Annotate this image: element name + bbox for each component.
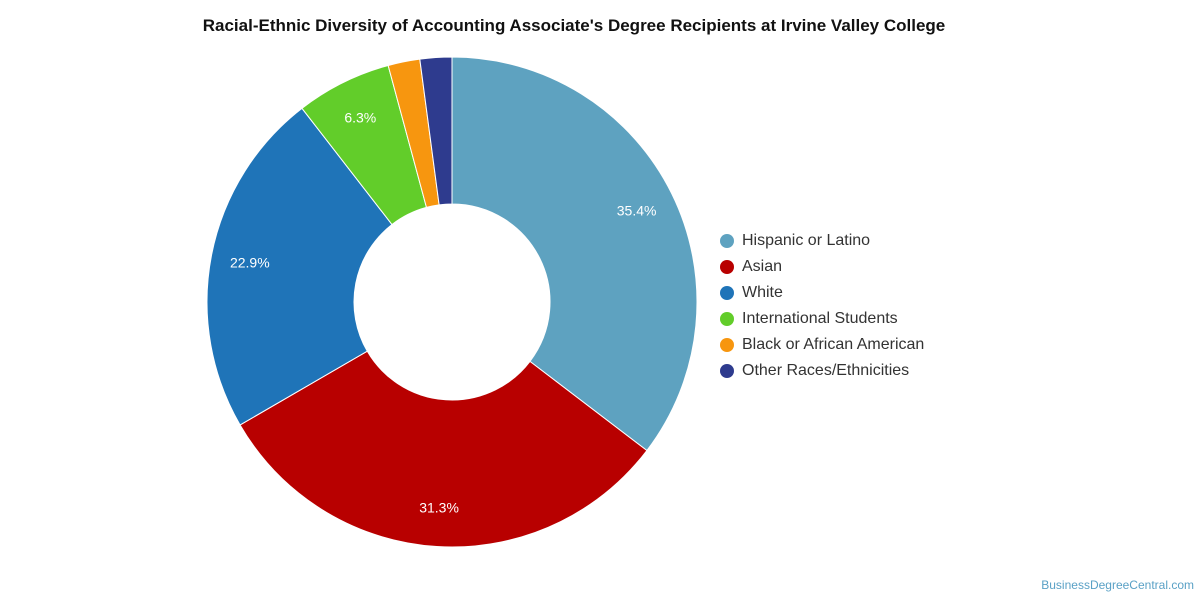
legend-swatch-0 [720, 234, 734, 248]
slice-data-label-1: 31.3% [419, 500, 459, 516]
donut-slice-5[interactable] [419, 56, 453, 206]
slice-data-label-3: 6.3% [344, 110, 376, 126]
legend-item-0[interactable]: Hispanic or Latino [720, 228, 924, 254]
donut-slice-0[interactable] [451, 56, 698, 452]
legend-swatch-1 [720, 260, 734, 274]
donut-slice-2[interactable] [206, 107, 393, 426]
legend-label-1: Asian [742, 258, 783, 275]
legend-label-5: Other Races/Ethnicities [742, 362, 910, 379]
legend-label-0: Hispanic or Latino [742, 232, 871, 249]
legend-label-3: International Students [742, 310, 898, 327]
legend-item-3[interactable]: International Students [720, 306, 924, 332]
slice-data-label-2: 22.9% [230, 254, 270, 270]
legend-label-2: White [742, 284, 783, 301]
legend-swatch-2 [720, 286, 734, 300]
watermark[interactable]: BusinessDegreeCentral.com [1041, 578, 1194, 592]
legend-swatch-4 [720, 338, 734, 352]
legend-swatch-5 [720, 364, 734, 378]
legend-label-4: Black or African American [742, 336, 925, 353]
chart-legend: Hispanic or Latino Asian White Internationa… [720, 228, 924, 384]
legend-item-4[interactable]: Black or African American [720, 332, 924, 358]
donut-slice-1[interactable] [239, 350, 648, 548]
slice-data-label-0: 35.4% [617, 203, 657, 219]
chart-title: Racial-Ethnic Diversity of Accounting As… [202, 16, 946, 35]
legend-swatch-3 [720, 312, 734, 326]
legend-item-5[interactable]: Other Races/Ethnicities [720, 358, 924, 384]
legend-item-1[interactable]: Asian [720, 254, 924, 280]
legend-item-2[interactable]: White [720, 280, 924, 306]
